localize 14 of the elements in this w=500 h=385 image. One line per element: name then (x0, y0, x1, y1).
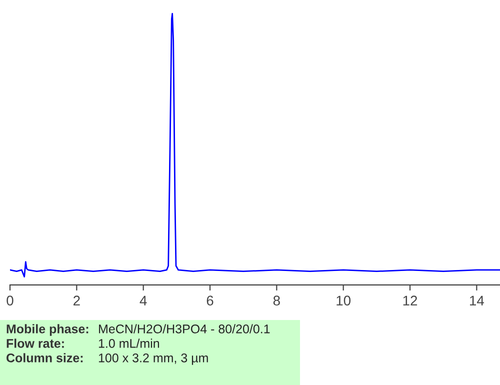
text: Mobile phase: (6, 324, 88, 336)
text: MeCN/H2O/H3PO4 - 80/20/0.1 (99, 324, 270, 334)
x-tick-label: 6 (206, 296, 214, 306)
x-tick-label: 14 (470, 296, 484, 306)
text: 100 x 3.2 mm, 3 µm (98, 354, 208, 365)
x-tick-label: 4 (140, 296, 147, 306)
text: Column size: (6, 353, 83, 362)
x-tick-label: 2 (74, 296, 80, 306)
x-tick-label: 12 (403, 296, 418, 306)
text: 1.0 mL/min (98, 338, 160, 348)
text: Flow rate: (6, 338, 64, 348)
x-tick-label: 10 (336, 296, 351, 306)
x-tick-label: 8 (273, 296, 280, 306)
x-tick-label: 0 (6, 296, 14, 306)
